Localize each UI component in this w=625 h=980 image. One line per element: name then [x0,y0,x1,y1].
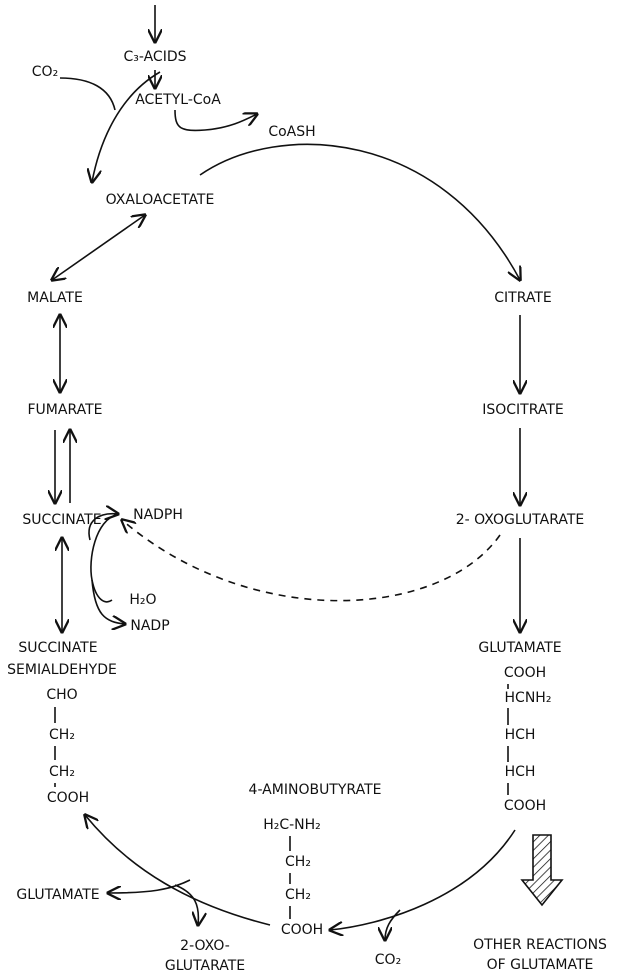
label: CoASH [268,124,315,140]
label: H₂C-NH₂ [263,817,321,833]
label: NADPH [133,507,183,523]
label: ACETYL-CoA [135,92,221,108]
label: SUCCINATE [18,640,97,656]
arrow [85,815,271,926]
arrow [174,109,257,132]
dashed-arrow [122,520,501,602]
label: OTHER REACTIONS [473,937,607,953]
label: SEMIALDEHYDE [7,662,117,678]
label: COOH [504,665,546,681]
label: H₂O [129,592,156,608]
label: CH₂ [285,887,311,903]
label: GLUTAMATE [478,640,561,656]
label: C₃-ACIDS [123,49,186,65]
arrow [330,829,516,930]
arrow [174,884,198,925]
label: ISOCITRATE [482,402,564,418]
arrows [52,5,564,940]
label: HCH [505,764,536,780]
label: CH₂ [49,764,75,780]
arrow [108,879,191,893]
label: COOH [504,798,546,814]
cycle-arc [199,143,520,280]
label: 4-AMINOBUTYRATE [249,782,382,798]
label: 2-OXO- [180,938,230,954]
label: GLUTARATE [165,958,245,974]
bonds [54,684,509,919]
label: HCH [505,727,536,743]
label: CO₂ [375,952,401,968]
arrow [90,513,119,603]
label: CITRATE [494,290,552,306]
hatched-arrow [520,834,564,907]
label: MALATE [27,290,83,306]
label: CH₂ [49,727,75,743]
label: CO₂ [32,64,58,80]
arrow [91,579,125,624]
arrow [52,215,145,280]
label: CHO [46,687,77,703]
arrow [59,77,116,111]
label: HCNH₂ [505,690,552,706]
arrow [385,909,401,940]
label: FUMARATE [27,402,102,418]
label: SUCCINATE [22,512,101,528]
labels: C₃-ACIDS ACETYL-CoA CO₂ CoASH OXALOACETA… [7,49,607,974]
label: CH₂ [285,854,311,870]
label: NADP [130,618,169,634]
label: 2- OXOGLUTARATE [456,512,585,528]
label: COOH [47,790,89,806]
label: OXALOACETATE [106,192,215,208]
label: OF GLUTAMATE [487,957,594,973]
label: COOH [281,922,323,938]
arrow [88,514,118,541]
arrow [92,71,161,182]
label: GLUTAMATE [16,887,99,903]
